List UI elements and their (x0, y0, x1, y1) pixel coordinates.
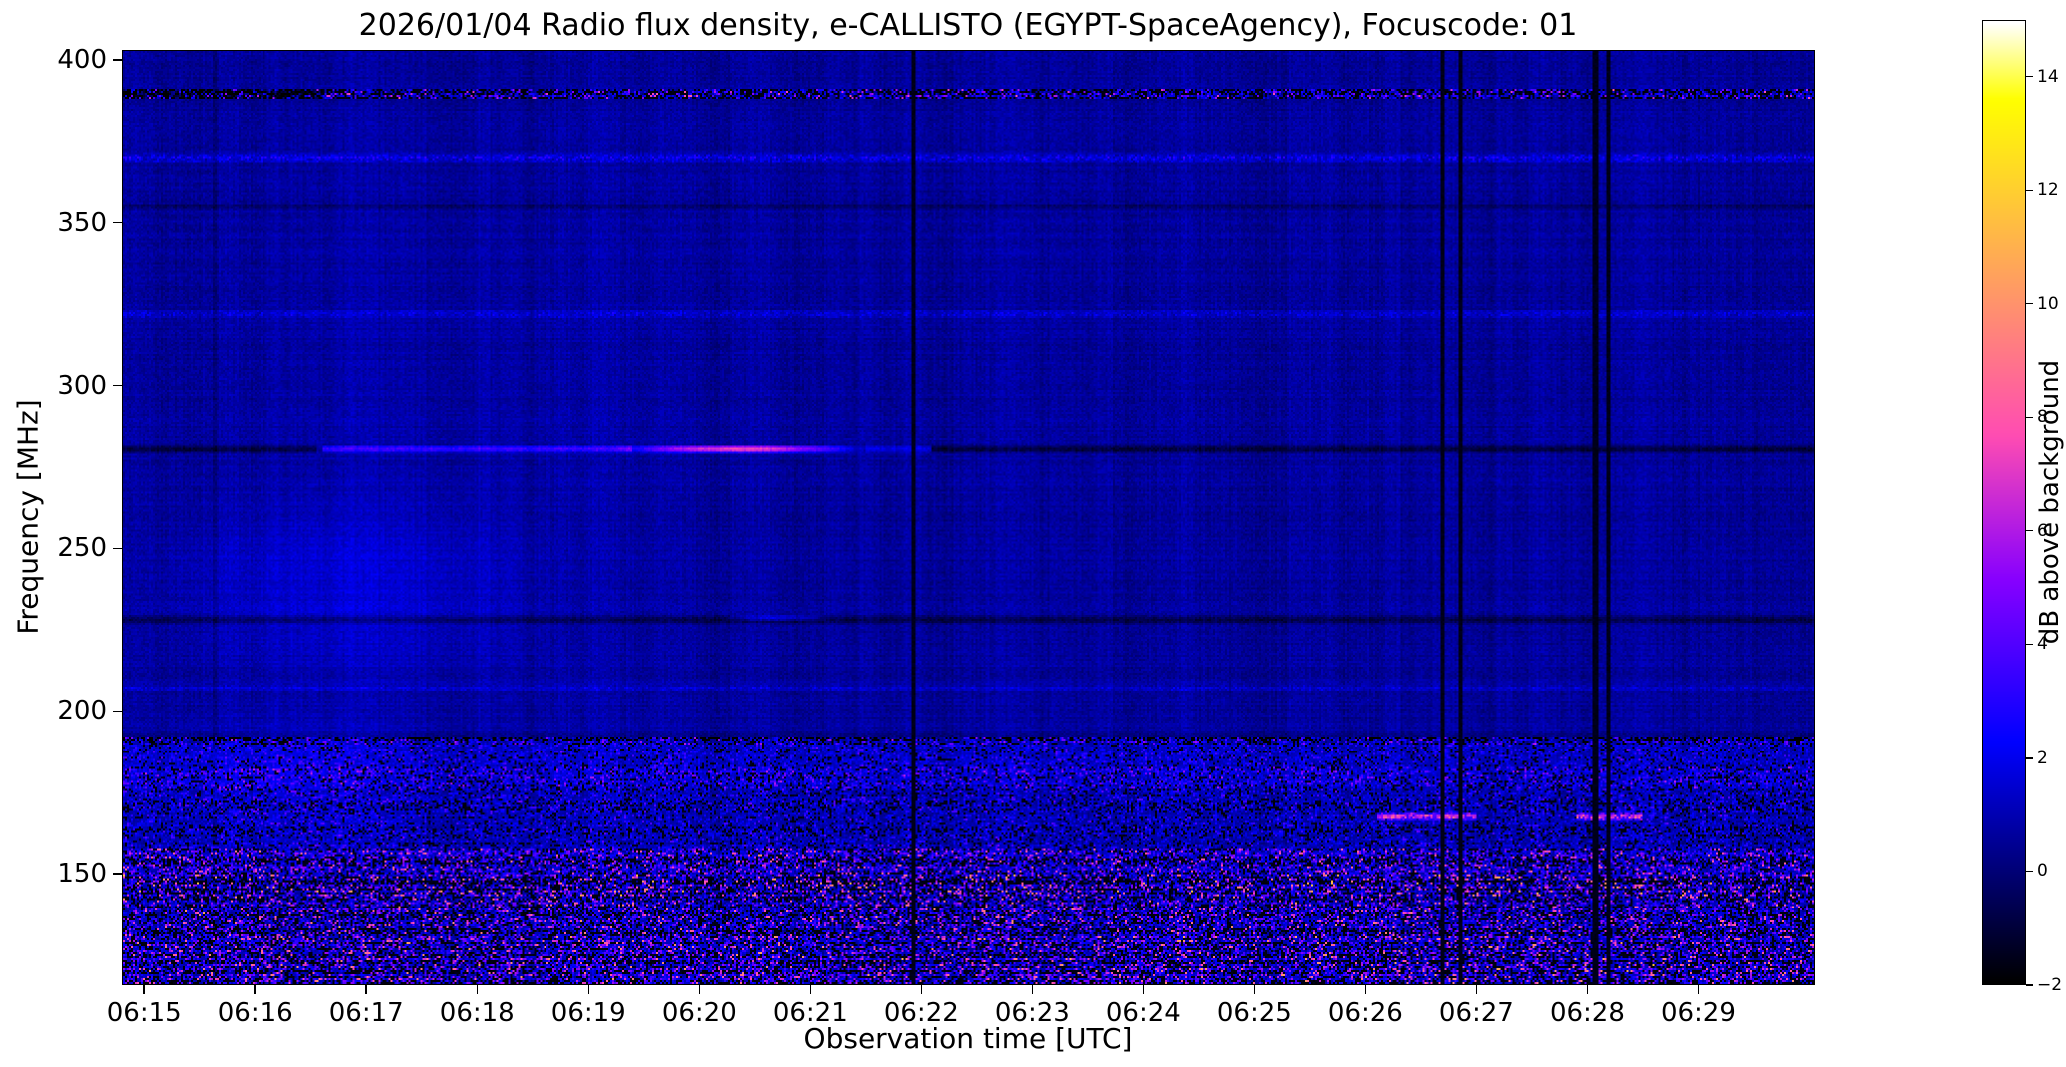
colorbar-tick-label: 8 (2037, 407, 2048, 428)
y-tick-label: 250 (57, 533, 107, 564)
x-tick-label: 06:21 (772, 998, 848, 1028)
x-tick (587, 985, 590, 994)
colorbar-tick (2026, 984, 2033, 986)
x-tick-label: 06:20 (661, 998, 737, 1028)
y-tick (113, 384, 122, 387)
spectrogram-canvas (123, 51, 1814, 984)
colorbar-tick-label: 12 (2037, 180, 2059, 201)
x-tick (920, 985, 923, 994)
x-tick-label: 06:17 (328, 998, 404, 1028)
x-tick-label: 06:28 (1549, 998, 1625, 1028)
colorbar-tick (2026, 530, 2033, 532)
y-tick (113, 59, 122, 61)
spectrogram-plot (122, 50, 1815, 985)
y-tick (113, 221, 122, 224)
colorbar-tick (2026, 303, 2033, 305)
colorbar-tick (2026, 189, 2033, 191)
colorbar-tick (2026, 870, 2033, 873)
y-tick (113, 873, 122, 875)
x-tick (1253, 985, 1256, 994)
y-tick-label: 200 (57, 696, 107, 727)
colorbar-tick (2026, 76, 2033, 78)
x-tick-label: 06:18 (439, 998, 515, 1028)
x-tick (809, 985, 812, 994)
colorbar-tick-label: 6 (2037, 520, 2048, 541)
y-tick (113, 547, 122, 550)
colorbar-tick-label: −2 (2037, 975, 2063, 995)
colorbar-label: dB above background (2035, 359, 2065, 645)
chart-title: 2026/01/04 Radio flux density, e-CALLIST… (358, 8, 1578, 43)
y-tick (113, 710, 122, 713)
x-tick-label: 06:26 (1327, 998, 1403, 1028)
colorbar-tick-label: 0 (2037, 861, 2048, 882)
x-tick-label: 06:16 (217, 998, 293, 1028)
x-tick-label: 06:22 (883, 998, 959, 1028)
x-tick-label: 06:23 (994, 998, 1070, 1028)
x-tick (143, 985, 145, 994)
colorbar-tick (2026, 416, 2033, 418)
x-tick-label: 06:29 (1660, 998, 1736, 1028)
x-tick (1586, 985, 1589, 994)
x-tick (1031, 985, 1034, 994)
x-tick (698, 985, 701, 994)
y-tick-label: 350 (57, 207, 107, 238)
y-tick-label: 300 (57, 370, 107, 401)
colorbar (1982, 20, 2026, 985)
colorbar-tick-label: 10 (2037, 293, 2059, 314)
colorbar-tick-label: 4 (2037, 634, 2048, 655)
y-tick-label: 400 (57, 44, 107, 75)
colorbar-tick-label: 14 (2037, 66, 2059, 87)
x-tick (1142, 985, 1145, 994)
x-tick (1697, 985, 1700, 994)
x-tick-label: 06:19 (550, 998, 626, 1028)
x-tick-label: 06:24 (1105, 998, 1181, 1028)
x-tick (476, 985, 478, 994)
colorbar-tick (2026, 643, 2033, 645)
x-tick-label: 06:25 (1216, 998, 1292, 1028)
y-axis-label: Frequency [MHz] (11, 399, 45, 635)
x-tick-label: 06:27 (1438, 998, 1514, 1028)
x-tick (254, 985, 256, 994)
colorbar-tick-label: 2 (2037, 747, 2048, 768)
y-tick-label: 150 (57, 859, 107, 890)
x-tick (1475, 985, 1478, 994)
x-axis-label: Observation time [UTC] (803, 1022, 1133, 1055)
x-tick (1364, 985, 1367, 994)
colorbar-tick (2026, 757, 2033, 759)
x-tick-label: 06:15 (106, 998, 182, 1028)
x-tick (365, 985, 367, 994)
colorbar-canvas (1983, 21, 2025, 984)
